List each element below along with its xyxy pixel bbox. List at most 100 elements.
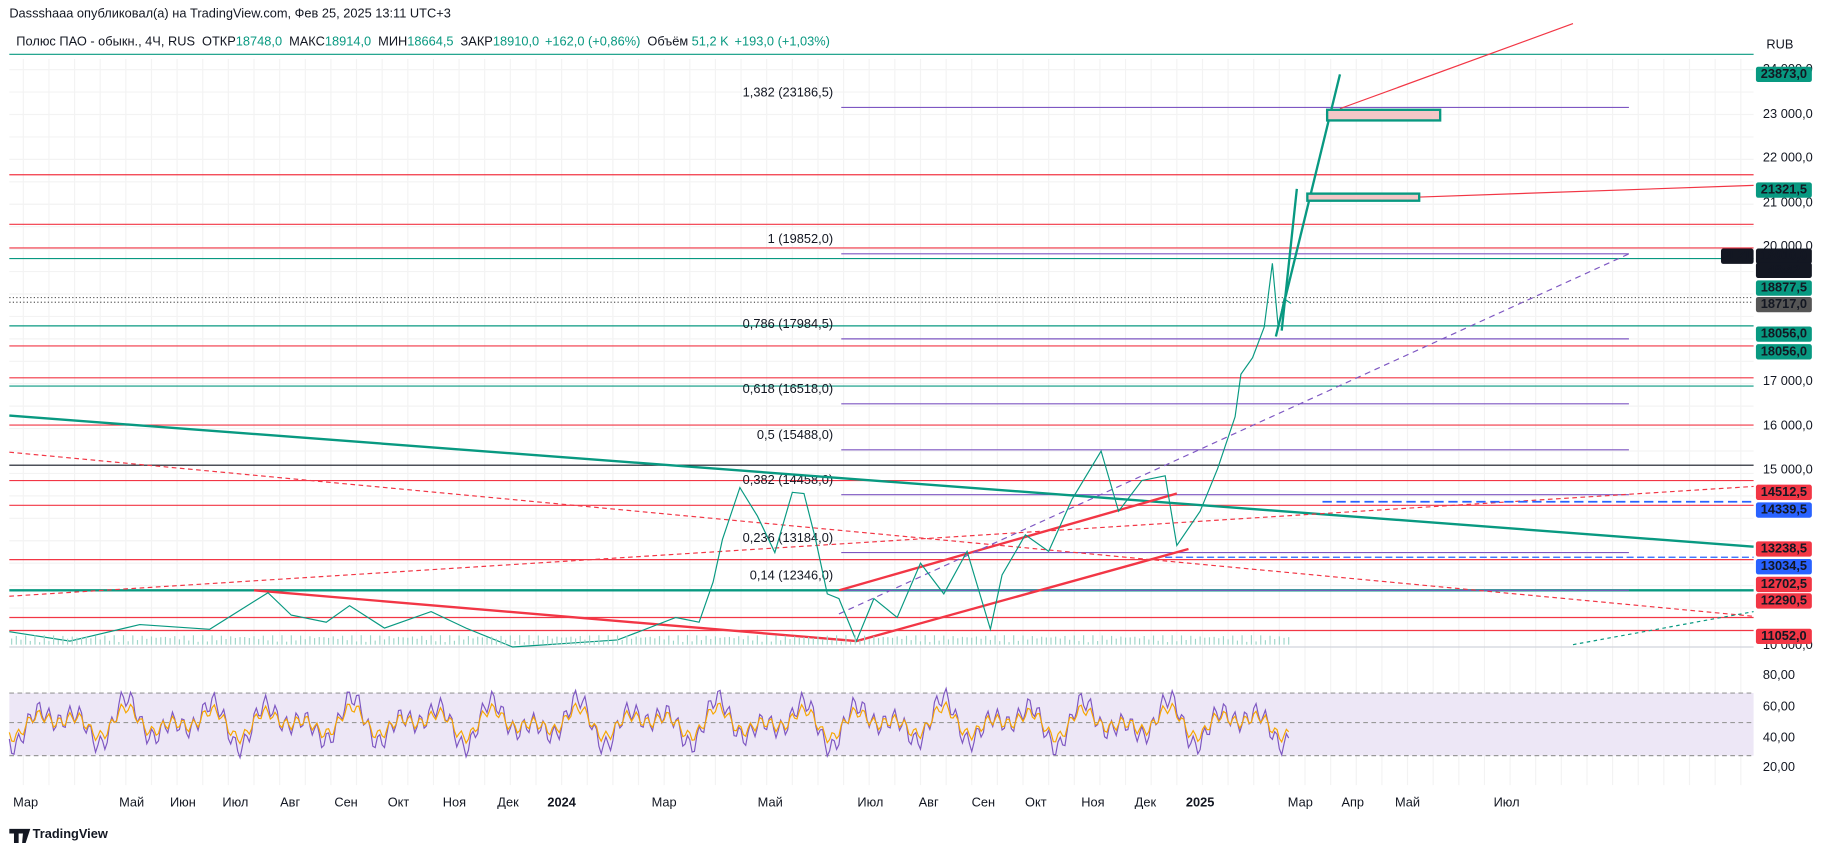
time-tick: Июл xyxy=(1494,794,1520,809)
price-badge xyxy=(1755,262,1812,279)
price-badge xyxy=(1755,66,1812,83)
legend-part: Объём xyxy=(647,34,688,49)
legend-part: 18910,0 xyxy=(493,34,539,49)
time-tick: Май xyxy=(1395,794,1420,809)
price-badge-text: 11052,0 xyxy=(1761,628,1807,643)
price-badge-text: 18877,5 xyxy=(1761,279,1807,294)
price-badge-text: 18056,0 xyxy=(1761,325,1807,340)
time-tick: Окт xyxy=(388,794,410,809)
price-badge xyxy=(1755,326,1812,342)
price-badge xyxy=(1755,502,1812,518)
legend-part: 18748,0 xyxy=(236,34,282,49)
price-badge-text: 14512,5 xyxy=(1761,484,1807,499)
price-badge xyxy=(1755,593,1812,609)
price-badge xyxy=(1755,559,1812,575)
trend-line xyxy=(9,414,1754,548)
legend-part: Полюс ПАО - обыкн., 4Ч, RUS xyxy=(16,34,195,49)
price-badge-text: 12290,5 xyxy=(1761,592,1807,607)
zone xyxy=(1325,108,1442,122)
time-tick: Июл xyxy=(222,794,248,809)
price-badge xyxy=(1755,628,1812,645)
time-tick: Сен xyxy=(334,794,357,809)
trend-line xyxy=(838,253,1630,615)
price-badge xyxy=(1755,484,1812,501)
time-tick: Июл xyxy=(857,794,883,809)
time-tick: Окт xyxy=(1025,794,1047,809)
trend-line xyxy=(856,547,1189,643)
legend-part: 18914,0 xyxy=(325,34,371,49)
price-badge-text: 18056,0 xyxy=(1761,343,1807,358)
price-tick: 15 000,0 xyxy=(1763,461,1813,476)
rsi-tick: 80,00 xyxy=(1763,667,1795,682)
trend-line xyxy=(838,492,1178,592)
trend-line xyxy=(9,451,1754,617)
price-badge-text: 21321,5 xyxy=(1761,181,1807,196)
price-badge-text: 12702,5 xyxy=(1761,576,1807,591)
trend-line xyxy=(1339,23,1574,110)
logo xyxy=(9,828,31,843)
legend-part: +193,0 (+1,03%) xyxy=(735,34,830,49)
zone xyxy=(1306,192,1421,202)
time-tick: Июн xyxy=(170,794,196,809)
fib-label: 0,786 (17984,5) xyxy=(743,316,833,331)
price-badge-text: 23873,0 xyxy=(1761,66,1807,81)
fib-label: 1 (19852,0) xyxy=(768,231,834,246)
time-tick: Май xyxy=(758,794,783,809)
fib-label: 0,618 (16518,0) xyxy=(743,381,833,396)
price-badge xyxy=(1755,248,1812,264)
price-badge xyxy=(1755,296,1812,313)
trend-line xyxy=(1280,188,1299,331)
time-tick: Дек xyxy=(1135,794,1157,809)
time-tick: Май xyxy=(119,794,144,809)
time-tick: Мар xyxy=(1288,794,1313,809)
fib-label: 0,14 (12346,0) xyxy=(750,568,833,583)
fib-label: 0,236 (13184,0) xyxy=(743,530,833,545)
price-badge-text: 48:42 xyxy=(1768,262,1801,277)
price-badge-text: 18910,0 xyxy=(1761,248,1807,263)
brand: TradingView xyxy=(33,826,109,841)
time-tick: Дек xyxy=(497,794,519,809)
trend-line xyxy=(1415,184,1754,198)
time-tick: Авг xyxy=(280,794,300,809)
time-tick: 2024 xyxy=(547,794,576,809)
trend-line xyxy=(253,589,857,643)
time-tick: Мар xyxy=(13,794,38,809)
legend-part: ЗАКР xyxy=(461,34,493,49)
author-line: Dassshaaa опубликовал(а) на TradingView.… xyxy=(9,6,451,21)
price-badge xyxy=(1755,280,1812,296)
drawings: 1,382 (23186,5) 1 (19852,0) 0,786 (17984,5… xyxy=(8,23,1754,760)
price-badge-text: 18717,0 xyxy=(1761,296,1807,311)
fib-label: 0,5 (15488,0) xyxy=(757,427,833,442)
time-tick: Ноя xyxy=(443,794,466,809)
currency: RUB xyxy=(1766,36,1793,51)
time-tick: Сен xyxy=(972,794,995,809)
price-tick: 17 000,0 xyxy=(1763,373,1813,388)
price-badge xyxy=(1720,248,1754,264)
price-badge xyxy=(1755,344,1812,360)
rsi-ma xyxy=(8,700,1290,745)
legend-part: 18664,5 xyxy=(407,34,453,49)
price-badge-text: 13238,5 xyxy=(1761,540,1807,555)
price-badge xyxy=(1755,541,1812,557)
price-badge-text: PLZL xyxy=(1721,248,1753,263)
price-badge xyxy=(1755,576,1812,593)
price-badge-text: 13034,5 xyxy=(1761,558,1807,573)
time-tick: 2025 xyxy=(1186,794,1214,809)
rsi-tick: 40,00 xyxy=(1763,729,1795,744)
price-tick: 21 000,0 xyxy=(1763,194,1813,209)
time-tick: Мар xyxy=(652,794,677,809)
fib-label: 1,382 (23186,5) xyxy=(743,85,833,100)
time-tick: Ноя xyxy=(1081,794,1104,809)
price-tick: 22 000,0 xyxy=(1763,150,1813,165)
overlay: Полюс ПАО - обыкн., 4Ч, RUS ОТКР18748,0 МА… xyxy=(13,34,1813,809)
rsi-tick: 60,00 xyxy=(1763,699,1795,714)
legend-part: ОТКР xyxy=(202,34,236,49)
legend-part: МИН xyxy=(378,34,407,49)
trend-line xyxy=(1572,611,1754,646)
time-tick: Апр xyxy=(1341,794,1364,809)
legend-part: МАКС xyxy=(289,34,325,49)
price-line xyxy=(9,263,1292,648)
trend-line xyxy=(9,485,1754,597)
